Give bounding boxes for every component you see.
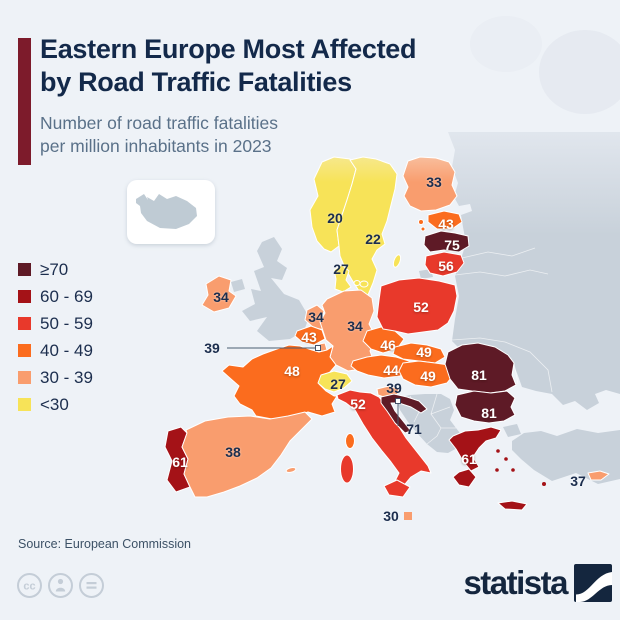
subtitle-line-1: Number of road traffic fatalities <box>40 113 278 133</box>
legend-item-lt30: <30 <box>18 391 93 418</box>
country-greece <box>448 426 502 472</box>
legend-label-gte70: ≥70 <box>40 259 69 279</box>
country-croatia <box>380 393 428 434</box>
island-balearics <box>285 467 297 473</box>
legend-swatch-gte70 <box>18 263 31 276</box>
iceland-inset <box>127 180 215 244</box>
legend-item-s60_69: 60 - 69 <box>18 283 93 310</box>
island-hiiumaa <box>420 226 426 232</box>
island-gotland <box>392 254 402 268</box>
legend-label-s40_49: 40 - 49 <box>40 340 93 360</box>
country-bulgaria <box>454 390 516 424</box>
country-latvia <box>423 230 470 253</box>
country-switzerland <box>317 370 353 393</box>
country-hungary <box>398 360 456 388</box>
region-northern-ireland <box>231 279 245 292</box>
legend-label-s30_39: 30 - 39 <box>40 367 93 387</box>
region-far-north-2 <box>470 16 542 72</box>
island-sicily <box>383 479 411 498</box>
statista-logo-mark <box>574 564 612 602</box>
country-cyprus <box>587 470 610 481</box>
country-lithuania <box>424 251 465 277</box>
malta-color-chip <box>404 512 412 520</box>
region-peloponnese <box>452 468 477 488</box>
legend-label-lt30: <30 <box>40 394 69 414</box>
legend-label-s50_59: 50 - 59 <box>40 313 93 333</box>
island-aegean-4 <box>511 468 515 472</box>
island-aegean-1 <box>496 449 500 453</box>
legend: ≥70 60 - 69 50 - 59 40 - 49 30 - 39 <30 <box>18 256 93 418</box>
legend-swatch-s30_39 <box>18 371 31 384</box>
license-badges: cc <box>16 572 105 599</box>
country-romania <box>444 342 517 394</box>
region-far-north <box>539 30 620 114</box>
leader-lines <box>227 345 401 426</box>
cc-icon[interactable]: cc <box>16 572 43 599</box>
island-sardinia <box>340 454 354 484</box>
legend-swatch-s40_49 <box>18 344 31 357</box>
region-united-kingdom <box>242 237 309 341</box>
source-note: Source: European Commission <box>18 537 191 551</box>
country-poland <box>376 277 458 335</box>
island-aegean-3 <box>495 468 499 472</box>
island-zealand <box>353 280 361 286</box>
island-rhodes <box>542 482 546 486</box>
subtitle-line-2: per million inhabitants in 2023 <box>40 136 272 156</box>
statista-logo[interactable]: statista <box>463 564 612 602</box>
region-turkey-european <box>503 424 521 437</box>
page-title: Eastern Europe Most Affected by Road Tra… <box>40 33 416 99</box>
legend-item-s30_39: 30 - 39 <box>18 364 93 391</box>
country-italy <box>336 389 432 490</box>
svg-text:cc: cc <box>23 581 35 593</box>
country-denmark <box>333 264 352 293</box>
region-iceland <box>136 194 197 229</box>
no-derivatives-icon[interactable] <box>78 572 105 599</box>
legend-swatch-s50_59 <box>18 317 31 330</box>
leader-marker-luxembourg <box>315 345 321 351</box>
legend-item-s40_49: 40 - 49 <box>18 337 93 364</box>
country-france <box>221 344 338 420</box>
region-turkey <box>512 429 620 484</box>
legend-item-s50_59: 50 - 59 <box>18 310 93 337</box>
legend-label-s60_69: 60 - 69 <box>40 286 93 306</box>
country-belgium <box>294 325 326 346</box>
island-crete <box>497 500 528 511</box>
country-estonia <box>427 210 463 230</box>
country-slovakia <box>392 342 446 364</box>
legend-swatch-s60_69 <box>18 290 31 303</box>
title-accent-bar <box>18 38 31 165</box>
page-subtitle: Number of road traffic fatalities per mi… <box>40 112 278 158</box>
title-line-2: by Road Traffic Fatalities <box>40 67 352 97</box>
country-germany <box>319 289 377 372</box>
country-finland <box>402 156 458 212</box>
legend-item-gte70: ≥70 <box>18 256 93 283</box>
attribution-person-icon[interactable] <box>47 572 74 599</box>
island-corsica <box>345 433 355 449</box>
country-spain <box>181 411 313 498</box>
countries-choropleth <box>164 156 610 520</box>
leader-marker-croatia <box>395 398 401 404</box>
statista-wordmark: statista <box>463 564 568 601</box>
country-sweden <box>336 156 398 296</box>
island-funen <box>359 280 369 288</box>
title-line-1: Eastern Europe Most Affected <box>40 34 417 64</box>
legend-swatch-lt30 <box>18 398 31 411</box>
island-aegean-2 <box>504 457 508 461</box>
island-saaremaa <box>418 219 424 225</box>
country-ireland <box>201 275 237 313</box>
